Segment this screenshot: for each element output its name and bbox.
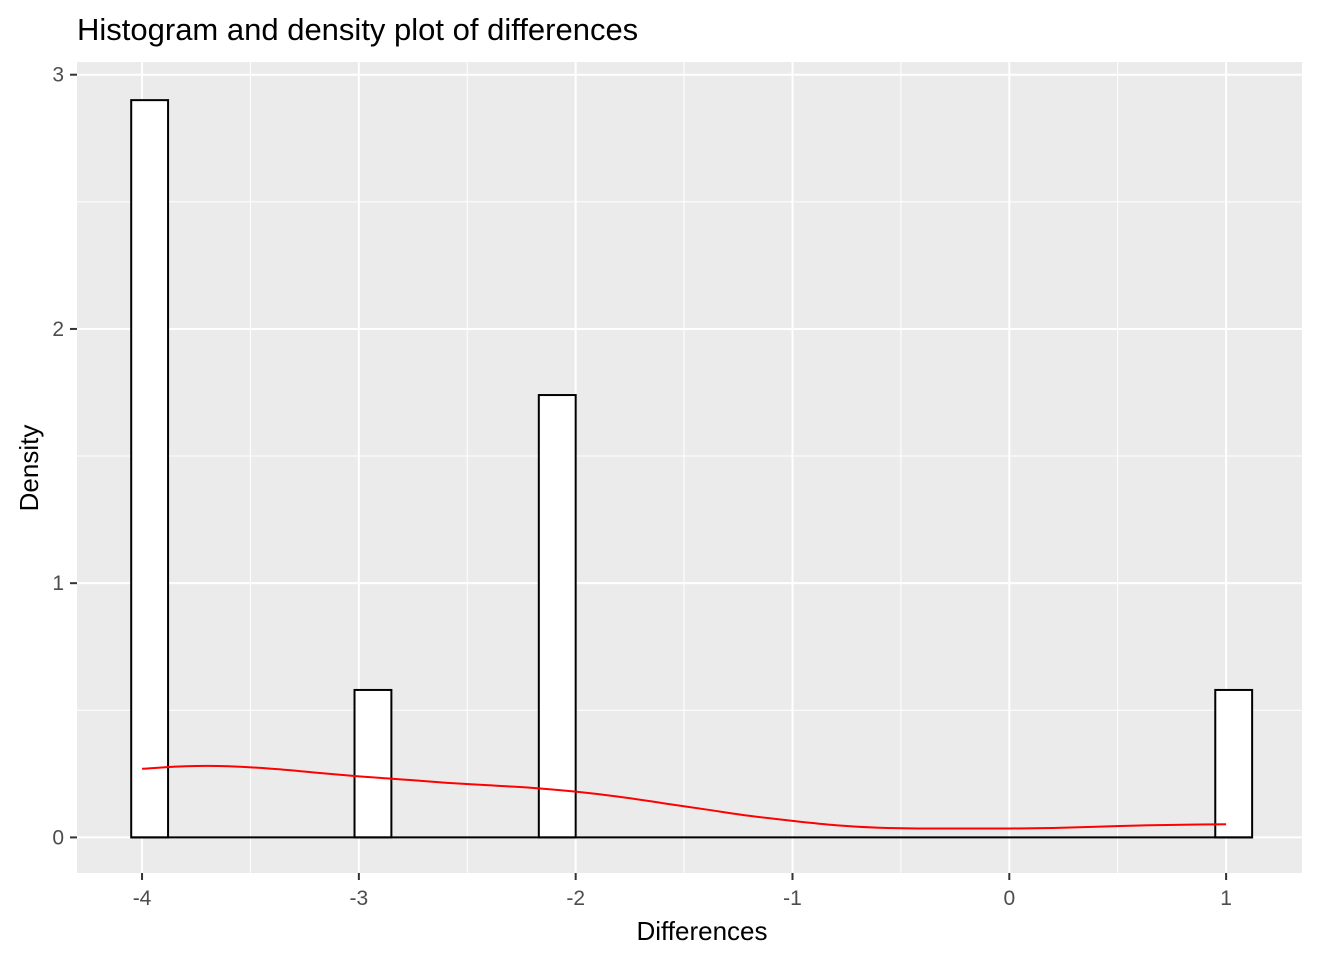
x-tick-label: -2 bbox=[566, 887, 585, 910]
density-curve bbox=[141, 764, 1227, 830]
plot-panel bbox=[77, 62, 1302, 873]
histogram-bar bbox=[1214, 688, 1254, 839]
y-tick-label: 3 bbox=[52, 64, 64, 87]
x-tick-label: 0 bbox=[1003, 887, 1015, 910]
minor-gridlines bbox=[77, 62, 1302, 873]
y-tick-label: 2 bbox=[52, 318, 64, 341]
histogram-bar bbox=[537, 394, 577, 839]
x-tick-label: -1 bbox=[783, 887, 802, 910]
histogram-bars bbox=[130, 99, 1254, 839]
x-axis-title: Differences bbox=[636, 916, 767, 946]
x-axis: -4 -3 -2 -1 0 1 bbox=[133, 873, 1232, 910]
x-tick-label: 1 bbox=[1220, 887, 1232, 910]
y-axis-title: Density bbox=[14, 425, 44, 512]
x-tick-label: -4 bbox=[133, 887, 152, 910]
x-tick-label: -3 bbox=[350, 887, 369, 910]
y-tick-label: 1 bbox=[52, 572, 64, 595]
histogram-bar bbox=[130, 99, 170, 839]
y-axis: 0 1 2 3 bbox=[52, 64, 77, 849]
y-tick-label: 0 bbox=[52, 826, 64, 849]
chart-title: Histogram and density plot of difference… bbox=[77, 12, 638, 47]
histogram-bar bbox=[353, 688, 393, 839]
